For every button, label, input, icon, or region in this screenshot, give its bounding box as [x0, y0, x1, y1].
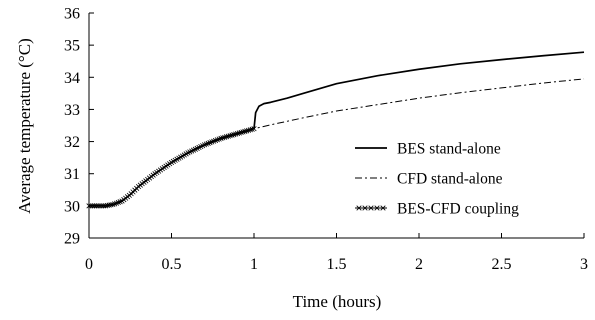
marker-x	[356, 205, 362, 211]
marker-x	[110, 201, 116, 208]
x-tick-label: 1	[250, 256, 258, 273]
marker-x	[99, 203, 105, 209]
marker-x	[245, 127, 252, 133]
marker-x	[220, 135, 226, 141]
x-tick-label: 0.5	[162, 256, 182, 273]
marker-x	[93, 203, 99, 209]
y-tick-label: 29	[64, 231, 80, 248]
y-ticks: 29 30 31 32 33 34 35 36	[64, 6, 94, 248]
marker-x	[380, 205, 386, 211]
x-tick-label: 2.5	[492, 256, 512, 273]
marker-x	[88, 203, 94, 209]
series-group	[86, 51, 585, 209]
marker-x	[90, 203, 96, 209]
marker-x	[91, 203, 98, 209]
marker-x	[368, 205, 374, 211]
y-tick-label: 32	[64, 134, 80, 151]
marker-x	[251, 126, 257, 132]
marker-x	[249, 126, 255, 132]
marker-x	[233, 131, 239, 137]
marker-x	[225, 133, 231, 139]
y-axis-title: Average temperature (°C)	[15, 38, 34, 213]
x-tick-label: 2	[415, 256, 423, 273]
legend-label: BES stand-alone	[397, 141, 501, 158]
legend-label: CFD stand-alone	[397, 171, 503, 188]
marker-x	[374, 205, 380, 211]
marker-x	[244, 128, 250, 134]
marker-x	[223, 134, 230, 140]
x-tick-label: 0	[85, 256, 93, 273]
marker-x	[234, 130, 241, 137]
y-tick-label: 31	[64, 166, 80, 183]
marker-x	[242, 128, 248, 134]
y-tick-label: 34	[64, 70, 80, 87]
marker-x	[218, 135, 224, 141]
marker-x	[238, 129, 244, 136]
marker-x	[231, 132, 237, 138]
series-line-bes-cfd-coupling	[89, 128, 255, 207]
marker-x	[236, 130, 242, 136]
marker-x	[97, 203, 103, 209]
marker-x	[227, 133, 233, 139]
marker-x	[222, 134, 228, 140]
x-axis-title: Time (hours)	[293, 292, 382, 311]
y-tick-label: 33	[64, 102, 80, 119]
y-tick-label: 35	[64, 38, 80, 55]
x-ticks: 0 0.5 1 1.5 2 2.5 3	[85, 233, 588, 273]
legend-label: BES-CFD coupling	[397, 201, 519, 218]
legend: BES stand-alone CFD stand-alone BES-CFD co…	[348, 123, 580, 225]
y-tick-label: 30	[64, 198, 80, 215]
y-tick-label: 36	[64, 6, 80, 23]
marker-x	[229, 132, 235, 138]
marker-x	[362, 205, 368, 211]
marker-x	[86, 203, 92, 209]
x-tick-label: 3	[580, 256, 588, 273]
legend-items: BES stand-alone CFD stand-alone BES-CFD co…	[355, 141, 519, 218]
marker-x	[95, 203, 101, 209]
marker-x	[240, 129, 246, 135]
x-tick-label: 1.5	[327, 256, 347, 273]
axes: 29 30 31 32 33 34 35 36 0 0.5 1 1.5 2 2.5 3	[64, 6, 588, 274]
marker-x	[247, 127, 253, 133]
